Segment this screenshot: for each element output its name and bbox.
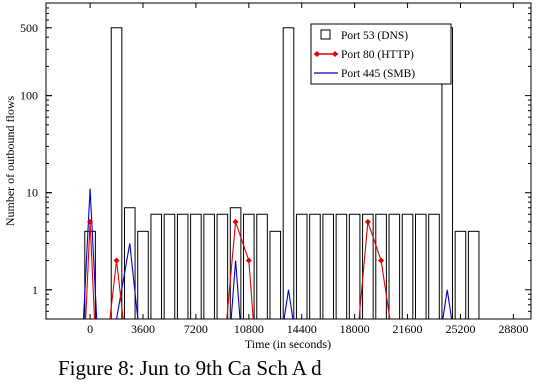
dns-bar — [295, 213, 308, 320]
dns-bar — [454, 230, 467, 320]
series-lines — [82, 188, 453, 320]
x-tick-label: 25200 — [445, 322, 475, 336]
http-marker — [245, 257, 252, 264]
chart: 0 3600 7200 10800 14400 18000 21600 25200 28800 … — [3, 2, 532, 351]
dns-bar — [216, 213, 229, 320]
y-tick-label: 500 — [20, 21, 38, 35]
http-marker — [87, 218, 94, 225]
x-tick-label: 7200 — [184, 322, 208, 336]
http-marker — [378, 257, 385, 264]
dns-bar — [110, 27, 123, 320]
http-marker — [364, 218, 371, 225]
http-line — [358, 221, 391, 320]
dns-bar — [203, 213, 215, 320]
y-tick-label: 100 — [20, 89, 38, 103]
dns-bar — [414, 213, 427, 320]
plot-frame — [45, 2, 532, 320]
x-tick-label: 28800 — [498, 322, 528, 336]
dns-bar — [388, 213, 401, 320]
dns-bar — [190, 213, 202, 320]
smb-line — [230, 260, 241, 320]
dns-bar — [256, 213, 268, 320]
http-marker — [113, 257, 120, 264]
dns-bar — [163, 213, 176, 320]
dns-bar — [269, 230, 282, 320]
dns-bar — [150, 213, 163, 320]
x-axis-ticks: 0 3600 7200 10800 14400 18000 21600 25200 28800 — [87, 3, 528, 336]
legend-dns-swatch — [320, 29, 331, 40]
x-tick-label: 18000 — [340, 322, 370, 336]
dns-bar — [176, 213, 189, 320]
y-tick-label: 10 — [26, 186, 38, 200]
smb-line — [116, 243, 139, 320]
dns-bar — [309, 213, 321, 320]
y-axis-ticks: 1 10 100 500 — [20, 2, 531, 312]
x-tick-label: 0 — [87, 322, 93, 336]
http-line — [226, 221, 254, 320]
x-tick-label: 10800 — [234, 322, 264, 336]
http-marker — [232, 218, 239, 225]
legend-http-marker — [314, 51, 338, 57]
legend-smb-label: Port 445 (SMB) — [341, 68, 415, 80]
dns-bar — [137, 230, 149, 320]
dns-bar — [335, 213, 348, 320]
smb-line — [283, 289, 294, 320]
dns-bar — [229, 207, 242, 320]
dns-bar — [375, 213, 387, 320]
dns-bar — [322, 213, 334, 320]
dns-bar — [282, 27, 295, 320]
smb-line — [442, 289, 453, 320]
dns-bar — [428, 213, 440, 320]
smb-line — [82, 188, 98, 320]
http-line — [85, 221, 96, 320]
x-axis-label: Time (in seconds) — [245, 337, 331, 351]
y-tick-label: 1 — [32, 283, 38, 297]
dns-bar — [348, 213, 361, 320]
dns-bar — [467, 230, 480, 320]
dns-bar — [401, 213, 414, 320]
x-tick-label: 21600 — [393, 322, 423, 336]
legend-dns-label: Port 53 (DNS) — [341, 30, 408, 42]
y-axis-label: Number of outbound flows — [3, 96, 17, 227]
x-tick-label: 3600 — [131, 322, 155, 336]
dns-bar — [123, 207, 136, 320]
dns-bar — [362, 213, 374, 320]
legend: Port 53 (DNS) Port 80 (HTTP) Port 445 (S… — [310, 23, 452, 85]
figure-caption: Figure 8: Jun to 9th Ca Sch A d — [58, 356, 322, 380]
legend-http-label: Port 80 (HTTP) — [341, 49, 414, 61]
x-tick-label: 14400 — [287, 322, 317, 336]
